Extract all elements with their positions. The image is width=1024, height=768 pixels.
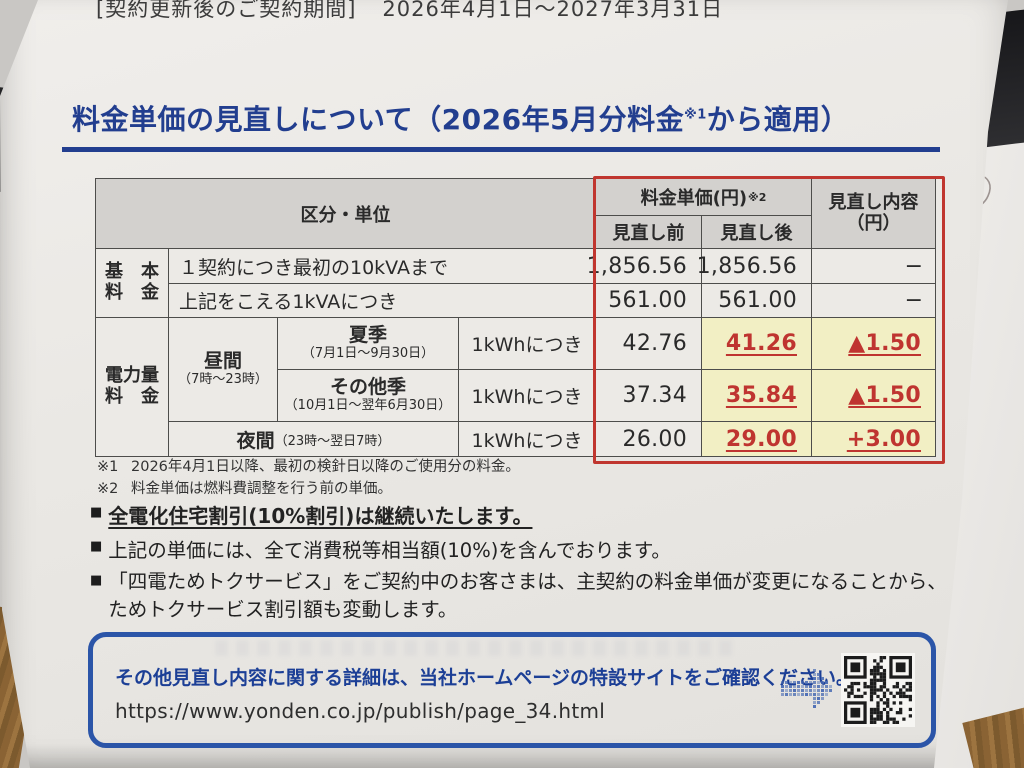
- bullet-item: ■ 「四電ためトクサービス」をご契約中のお客さまは、主契約の料金単価が変更になる…: [90, 570, 947, 622]
- header-after: 見直し後: [702, 216, 812, 249]
- price-before: 37.34: [596, 370, 702, 422]
- night-cell: 夜間 （23時〜翌日7時）: [169, 422, 459, 457]
- section-label-energy: 電力量 料 金: [96, 318, 169, 457]
- price-after-highlight: 29.00: [702, 422, 812, 457]
- price-change-highlight: ▲1.50: [812, 318, 936, 370]
- price-after: 1,856.56: [697, 249, 812, 284]
- price-change: −: [812, 284, 936, 318]
- footnotes: ※1 2026年4月1日以降、最初の検針日以降のご使用分の料金。 ※2 料金単価は燃…: [97, 456, 520, 501]
- title-underline: [62, 147, 940, 152]
- price-after-highlight: 35.84: [702, 370, 812, 422]
- price-before: 42.76: [596, 318, 702, 370]
- footnote-2: ※2 料金単価は燃料費調整を行う前の単価。: [97, 481, 392, 498]
- price-change-highlight: ▲1.50: [812, 370, 936, 422]
- header-category-unit: 区分・単位: [96, 179, 596, 249]
- ink-bleed-through: [215, 640, 735, 656]
- unit-cell: 1kWhにつき: [459, 370, 596, 422]
- header-price-unit: 料金単価(円) ※2: [596, 179, 812, 216]
- daytime-cell: 昼間 （7時〜23時）: [169, 318, 278, 422]
- price-change: −: [812, 249, 936, 284]
- row-desc: １契約につき最初の10kVAまで: [169, 249, 596, 284]
- price-change-highlight: +3.00: [812, 422, 936, 457]
- header-change: 見直し内容 （円）: [812, 179, 936, 249]
- price-after: 561.00: [702, 284, 812, 318]
- price-before: 1,856.56: [587, 249, 702, 284]
- info-message: その他見直し内容に関する詳細は、当社ホームページの特設サイトをご確認ください。: [115, 667, 856, 689]
- page-title: 料金単価の見直しについて（2026年5月分料金※1から適用）: [72, 103, 850, 136]
- paper-fold-shadow: [0, 744, 1008, 768]
- price-before: 561.00: [596, 284, 702, 318]
- bullet-item: ■ 全電化住宅割引(10%割引)は継続いたします。: [90, 504, 533, 528]
- header-before: 見直し前: [596, 216, 702, 249]
- qr-code: [841, 653, 915, 727]
- footnote-1: ※1 2026年4月1日以降、最初の検針日以降のご使用分の料金。: [97, 459, 520, 475]
- dotted-arrow-icon: [781, 669, 835, 715]
- square-bullet-icon: ■: [90, 505, 103, 520]
- contract-period-value: 2026年4月1日〜2027年3月31日: [382, 0, 724, 21]
- row-desc: 上記をこえる1kVAにつき: [169, 284, 596, 318]
- price-before: 26.00: [596, 422, 702, 457]
- bullet-list: ■ 全電化住宅割引(10%割引)は継続いたします。 ■ 上記の単価には、全て消費…: [90, 500, 947, 630]
- contract-period-label: [契約更新後のご契約期間]: [96, 0, 357, 21]
- info-url: https://www.yonden.co.jp/publish/page_34…: [115, 699, 606, 723]
- info-box: その他見直し内容に関する詳細は、当社ホームページの特設サイトをご確認ください。 …: [88, 632, 936, 748]
- unit-cell: 1kWhにつき: [459, 318, 596, 370]
- bullet-item: ■ 上記の単価には、全て消費税等相当額(10%)を含んでおります。: [90, 539, 671, 562]
- square-bullet-icon: ■: [90, 539, 103, 554]
- footnote-ref-2: ※2: [748, 190, 767, 204]
- rate-table: 区分・単位 料金単価(円) ※2 見直し内容 （円） 見直し前 見直し後 基 本 …: [95, 178, 936, 457]
- price-after-highlight: 41.26: [702, 318, 812, 370]
- square-bullet-icon: ■: [90, 573, 103, 588]
- footnote-ref-1: ※1: [684, 107, 707, 123]
- unit-cell: 1kWhにつき: [459, 422, 596, 457]
- season-cell: その他季 （10月1日〜翌年6月30日）: [278, 370, 459, 422]
- contract-period-line: [契約更新後のご契約期間] 2026年4月1日〜2027年3月31日: [96, 0, 723, 23]
- season-cell: 夏季 （7月1日〜9月30日）: [278, 318, 459, 370]
- section-label-basic: 基 本 料 金: [96, 249, 169, 318]
